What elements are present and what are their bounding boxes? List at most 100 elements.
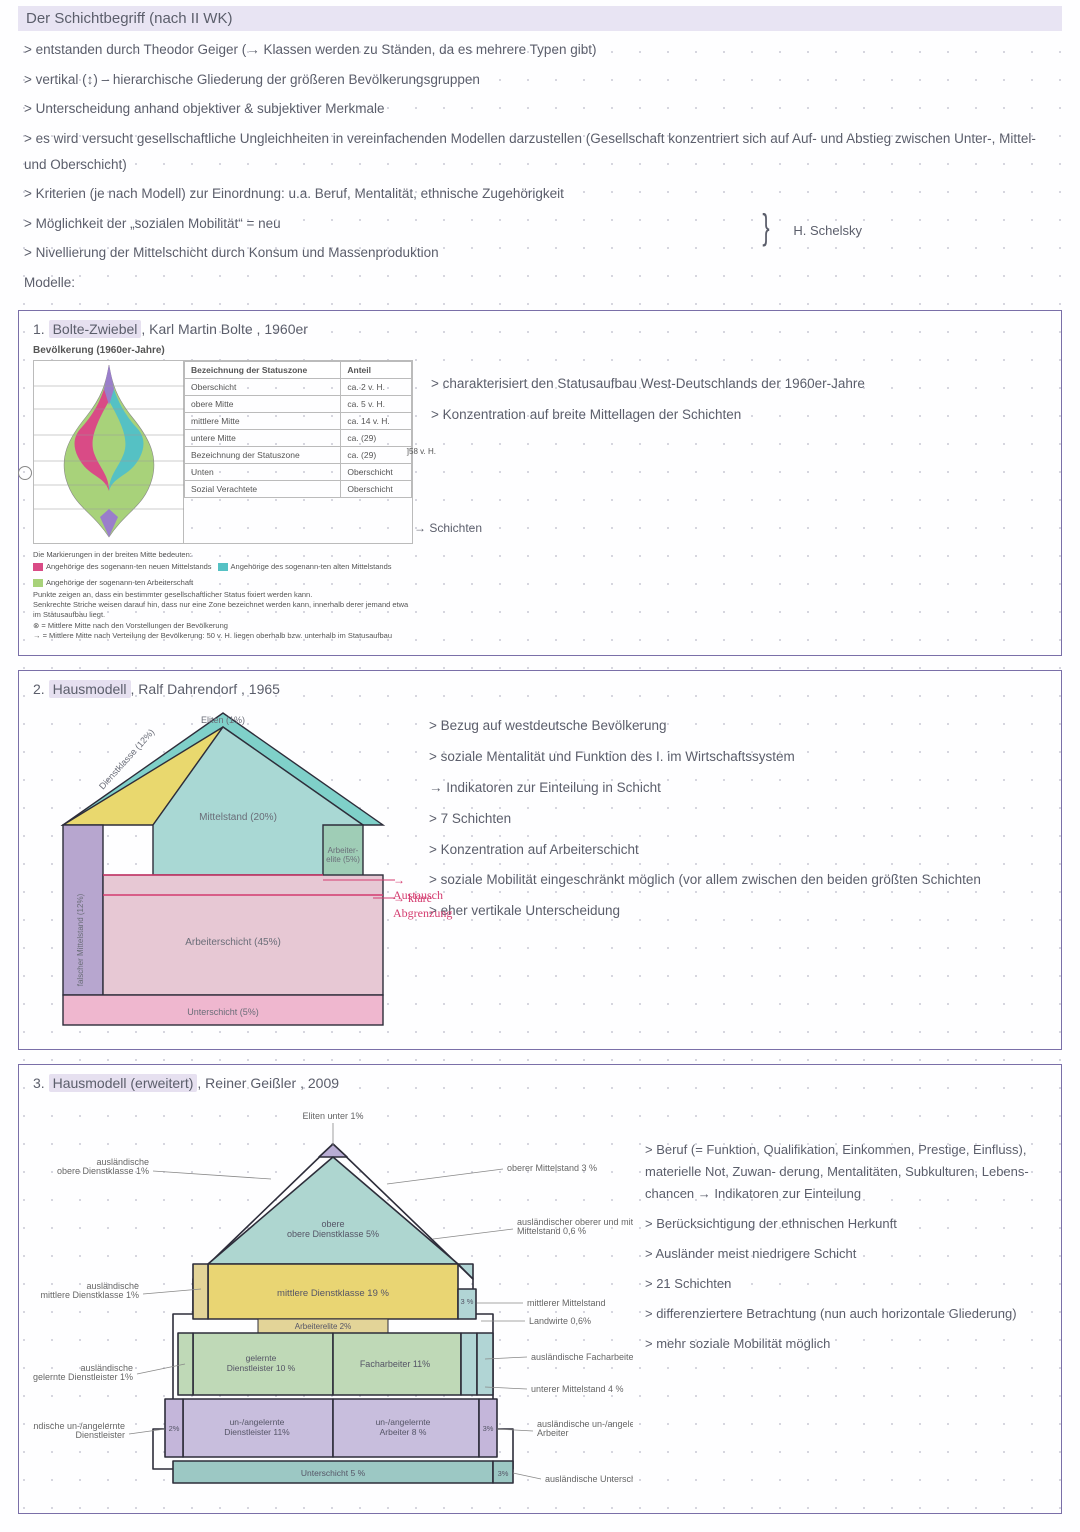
dahrendorf-title: 2. Hausmodell, Ralf Dahrendorf , 1965 bbox=[33, 681, 1047, 697]
label-arbeit: Arbeiterschicht (45%) bbox=[185, 937, 281, 948]
bolte-title: 1. Bolte-Zwiebel, Karl Martin Bolte , 19… bbox=[33, 321, 1047, 337]
dahrendorf-svg-wrap: Eliten (1%) Dienstklasse (12%) Mittelsta… bbox=[33, 705, 413, 1035]
bolte-cell: untere Mitte bbox=[185, 429, 341, 446]
bolte-legend-foot: Punkte zeigen an, dass ein bestimmter ge… bbox=[33, 590, 413, 600]
lbl-unandienst: un-/angelernteDienstleister 11% bbox=[224, 1417, 290, 1437]
bolte-cell: mittlere Mitte bbox=[185, 412, 341, 429]
bolte-cell: ca. 2 v. H. bbox=[341, 378, 412, 395]
bolte-bracket-58: ]58 v. H. bbox=[407, 447, 436, 456]
geissler-svg: obereobere Dienstklasse 5% mittlere Dien… bbox=[33, 1099, 633, 1499]
schichten-arrow: → Schichten bbox=[414, 521, 482, 535]
bolte-cell: Bezeichnung der Statuszone bbox=[185, 446, 341, 463]
model-dahrendorf: 2. Hausmodell, Ralf Dahrendorf , 1965 bbox=[18, 670, 1062, 1050]
bolte-note: > charakterisiert den Statusaufbau West-… bbox=[431, 373, 865, 396]
geissler-note: > differenziertere Betrachtung (nun auch… bbox=[645, 1303, 1047, 1325]
bolte-fig-title: Bevölkerung (1960er-Jahre) bbox=[33, 345, 413, 356]
geissler-note: > mehr soziale Mobilität möglich bbox=[645, 1333, 1047, 1355]
bolte-legend: Die Markierungen in der breiten Mitte be… bbox=[33, 550, 413, 641]
intro-line: > Möglichkeit der „sozialen Mobilität“ =… bbox=[24, 211, 1062, 237]
ext-obmitt: oberer Mittelstand 3 % bbox=[507, 1163, 597, 1173]
bolte-onion-svg bbox=[34, 361, 184, 541]
label-unter: Unterschicht (5%) bbox=[187, 1007, 259, 1017]
lbl-2pct: 2% bbox=[169, 1424, 180, 1433]
label-falsch: falscher Mittelstand (12%) bbox=[76, 893, 85, 986]
intro-line: > Nivellierung der Mittelschicht durch K… bbox=[24, 240, 1062, 266]
ext-auslunter: ausländische Unterschicht bbox=[545, 1474, 633, 1484]
bolte-cell: Oberschicht bbox=[185, 378, 341, 395]
dahrendorf-title-num: 2. bbox=[33, 681, 49, 697]
brace-glyph: } bbox=[762, 211, 769, 243]
intro-line: > Unterscheidung anhand objektiver & sub… bbox=[24, 96, 1062, 122]
dahrendorf-note: > eher vertikale Unterscheidung bbox=[429, 900, 1047, 923]
intro-block: > entstanden durch Theodor Geiger (→ Kla… bbox=[18, 37, 1062, 296]
model-bolte: 1. Bolte-Zwiebel, Karl Martin Bolte , 19… bbox=[18, 310, 1062, 656]
geissler-svg-wrap: obereobere Dienstklasse 5% mittlere Dien… bbox=[33, 1099, 633, 1499]
lbl-arbelite: Arbeiterelite 2% bbox=[295, 1322, 351, 1331]
label-mittel: Mittelstand (20%) bbox=[199, 812, 277, 823]
bolte-cell: Oberschicht bbox=[341, 463, 412, 480]
bolte-legend-item: Angehörige des sogenann-ten alten Mittel… bbox=[218, 562, 392, 572]
lbl-3pctr: 3% bbox=[483, 1424, 494, 1433]
geissler-note: > 21 Schichten bbox=[645, 1273, 1047, 1295]
page-title: Der Schichtbegriff (nach II WK) bbox=[18, 6, 1062, 31]
intro-line: > entstanden durch Theodor Geiger (→ Kla… bbox=[24, 37, 1062, 63]
bolte-legend-foot: ⊗ = Mittlere Mitte nach den Vorstellunge… bbox=[33, 621, 413, 631]
dahrendorf-note: > soziale Mobilität eingeschränkt möglic… bbox=[429, 869, 1047, 892]
geissler-note: > Ausländer meist niedrigere Schicht bbox=[645, 1243, 1047, 1265]
dahrendorf-title-hl: Hausmodell bbox=[49, 680, 131, 698]
ext-untmitt: unterer Mittelstand 4 % bbox=[531, 1384, 624, 1394]
bolte-title-hl: Bolte-Zwiebel bbox=[49, 320, 142, 338]
geissler-title-hl: Hausmodell (erweitert) bbox=[49, 1074, 198, 1092]
dahrendorf-title-rest: , Ralf Dahrendorf , 1965 bbox=[131, 681, 280, 697]
label-eliten: Eliten (1%) bbox=[201, 715, 245, 725]
modelle-label: Modelle: bbox=[24, 270, 1062, 296]
bolte-legend-item: Angehörige der sogenann-ten Arbeiterscha… bbox=[33, 578, 193, 588]
bolte-title-num: 1. bbox=[33, 321, 49, 337]
bolte-note: > Konzentration auf breite Mittellagen d… bbox=[431, 404, 865, 427]
lbl-3pct: 3 % bbox=[461, 1297, 474, 1306]
bolte-figure: Bevölkerung (1960er-Jahre) bbox=[33, 345, 413, 641]
brace-label: H. Schelsky bbox=[793, 223, 862, 238]
bolte-legend-intro: Die Markierungen in der breiten Mitte be… bbox=[33, 550, 413, 560]
dahrendorf-note: > 7 Schichten bbox=[429, 808, 1047, 831]
ext-eliten: Eliten unter 1% bbox=[302, 1111, 363, 1121]
bolte-cell: ca. 14 v. H. bbox=[341, 412, 412, 429]
ext-auslobmitt: ausländischer oberer und mittlererMittel… bbox=[517, 1217, 633, 1236]
ext-mitmitt: mittlerer Mittelstand bbox=[527, 1298, 606, 1308]
bolte-notes: > charakterisiert den Statusaufbau West-… bbox=[431, 345, 865, 641]
bolte-col1: Anteil bbox=[341, 361, 412, 378]
dahrendorf-note: > soziale Mentalität und Funktion des I.… bbox=[429, 746, 1047, 769]
bolte-cell: Sozial Verachtete bbox=[185, 480, 341, 497]
bolte-legend-item: Angehörige des sogenann-ten neuen Mittel… bbox=[33, 562, 212, 572]
label-arbelite: Arbeiter-elite (5%) bbox=[326, 846, 360, 864]
model-geissler: 3. Hausmodell (erweitert), Reiner Geißle… bbox=[18, 1064, 1062, 1514]
bolte-cell: ca. (29) bbox=[341, 429, 412, 446]
geissler-note: > Beruf (= Funktion, Qualifikation, Eink… bbox=[645, 1139, 1047, 1205]
bolte-cell: ca. 5 v. H. bbox=[341, 395, 412, 412]
geissler-notes: > Beruf (= Funktion, Qualifikation, Eink… bbox=[645, 1099, 1047, 1499]
dahrendorf-svg: Eliten (1%) Dienstklasse (12%) Mittelsta… bbox=[33, 705, 413, 1035]
bolte-legend-foot: Senkrechte Striche weisen darauf hin, da… bbox=[33, 600, 413, 620]
bolte-legend-foot: → = Mittlere Mitte nach Verteilung der B… bbox=[33, 631, 413, 641]
lbl-mitdienst: mittlere Dienstklasse 19 % bbox=[277, 1288, 389, 1299]
bolte-col0: Bezeichnung der Statuszone bbox=[185, 361, 341, 378]
bolte-table: Bezeichnung der StatuszoneAnteil Obersch… bbox=[184, 361, 412, 543]
ext-auslfach: ausländische Facharbeiter 1% bbox=[531, 1352, 633, 1362]
dahrendorf-note: > Bezug auf westdeutsche Bevölkerung bbox=[429, 715, 1047, 738]
red-abgrenzung: → klare Abgrenzung bbox=[393, 891, 452, 921]
lbl-3pctb: 3% bbox=[498, 1469, 509, 1478]
intro-line: > vertikal (↕) – hierarchische Gliederun… bbox=[24, 67, 1062, 93]
dahrendorf-note: → Indikatoren zur Einteilung in Schicht bbox=[429, 777, 1047, 800]
intro-line: > es wird versucht gesellschaftliche Ung… bbox=[24, 126, 1062, 177]
ext-auslmitdienst: ausländischemittlere Dienstklasse 1% bbox=[40, 1281, 139, 1300]
ext-auslgeldienst: ausländischegelernte Dienstleister 1% bbox=[33, 1363, 133, 1382]
lbl-unter: Unterschicht 5 % bbox=[301, 1468, 366, 1478]
bolte-cell: Unten bbox=[185, 463, 341, 480]
bolte-cell: ca. (29) bbox=[341, 446, 412, 463]
bolte-cell: obere Mitte bbox=[185, 395, 341, 412]
ext-auslobdienst: ausländischeobere Dienstklasse 1% bbox=[57, 1157, 149, 1176]
intro-line: > Kriterien (je nach Modell) zur Einordn… bbox=[24, 181, 1062, 207]
ext-auslunanarb: ausländische un-/angelernteArbeiter bbox=[537, 1419, 633, 1438]
dahrendorf-note: > Konzentration auf Arbeiterschicht bbox=[429, 839, 1047, 862]
geissler-title-num: 3. bbox=[33, 1075, 49, 1091]
